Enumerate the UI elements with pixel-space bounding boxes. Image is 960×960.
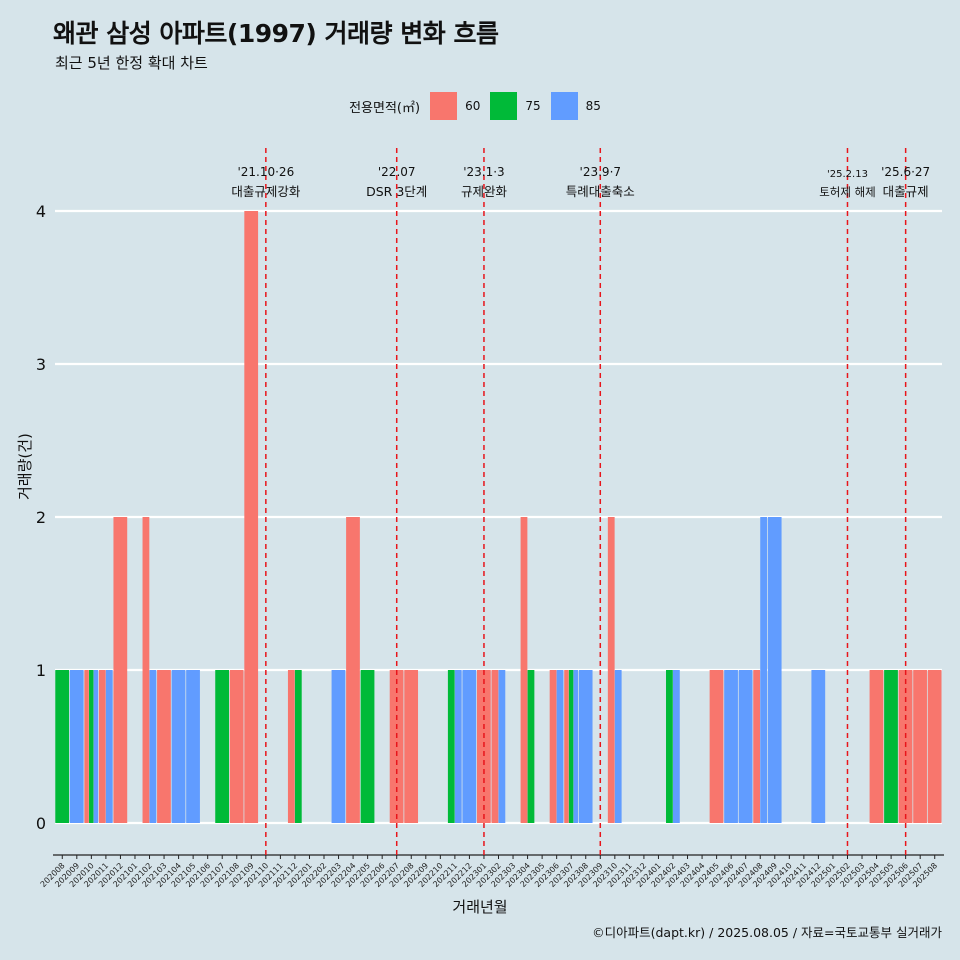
bar-202010-85	[93, 670, 99, 823]
bar-202308-85	[578, 670, 593, 823]
event-date-202506: '25.6·27	[881, 165, 930, 179]
bar-202212-85	[462, 670, 477, 823]
bar-202010-75	[89, 670, 94, 823]
event-label-202309: 특례대출축소	[566, 184, 635, 199]
bar-202112-75	[294, 670, 302, 823]
bar-202406-85	[724, 670, 738, 823]
bar-202408-60	[753, 670, 761, 823]
event-date-202309: '23.9·7	[580, 165, 621, 179]
bar-202102-85	[149, 670, 157, 823]
event-date-202502: '25.2.13	[827, 169, 868, 180]
x-axis-label: 거래년월	[452, 898, 508, 916]
bar-202307-85	[573, 670, 578, 823]
bar-202302-85	[498, 670, 506, 823]
bar-202102-60	[142, 517, 150, 823]
event-label-202110: 대출규제강화	[231, 184, 301, 199]
event-date-202110: '21.10·26	[237, 165, 294, 179]
bar-202204-60	[346, 517, 360, 823]
bar-202306-60	[549, 670, 557, 823]
legend-label-85: 85	[585, 99, 601, 113]
y-axis-label: 거래량(건)	[16, 433, 34, 500]
chart-title: 왜관 삼성 아파트(1997) 거래량 변화 흐름	[53, 19, 499, 48]
bar-202407-85	[738, 670, 753, 823]
bar-202409-85	[767, 517, 782, 823]
legend-label-75: 75	[525, 99, 541, 113]
event-label-202207: DSR 3단계	[366, 184, 427, 199]
bar-202402-85	[672, 670, 680, 823]
bar-202304-75	[527, 670, 535, 823]
bar-202112-60	[287, 670, 295, 823]
bar-202405-60	[709, 670, 724, 823]
bar-202408-85	[760, 517, 768, 823]
legend-title: 전용면적(㎡)	[349, 100, 421, 116]
y-tick-label: 3	[36, 355, 46, 374]
bar-202211-75	[447, 670, 455, 823]
bar-202508-60	[927, 670, 942, 823]
event-label-202506: 대출규제	[883, 184, 929, 199]
bar-202310-60	[607, 517, 615, 823]
bar-202307-60	[564, 670, 569, 823]
event-date-202301: '23.1·3	[463, 165, 504, 179]
bar-202304-60	[520, 517, 528, 823]
bar-202402-75	[666, 670, 673, 823]
bar-202009-85	[69, 670, 84, 823]
bar-202104-85	[171, 670, 186, 823]
legend-item-75: 75	[490, 92, 541, 120]
bar-202011-85	[105, 670, 113, 823]
chart-subtitle: 최근 5년 한정 확대 차트	[55, 54, 208, 72]
bar-202306-85	[556, 670, 564, 823]
legend-item-60: 60	[430, 92, 480, 120]
bar-202211-85	[454, 670, 462, 823]
bar-202103-60	[157, 670, 171, 823]
source-caption: ©디아파트(dapt.kr) / 2025.08.05 / 자료=국토교통부 실…	[592, 925, 942, 940]
event-label-202502: 토허제 해제	[819, 185, 876, 199]
bar-202507-60	[913, 670, 927, 823]
bar-202205-75	[360, 670, 375, 823]
legend-label-60: 60	[465, 99, 481, 113]
bar-202412-85	[811, 670, 826, 823]
bar-202302-60	[491, 670, 499, 823]
legend-swatch-85	[550, 92, 578, 120]
y-tick-label: 4	[36, 202, 46, 221]
bar-202008-75	[55, 670, 70, 823]
bar-202109-60	[244, 211, 259, 823]
bar-202310-85	[614, 670, 622, 823]
bar-202307-75	[568, 670, 574, 823]
bar-202012-60	[113, 517, 128, 823]
bar-202203-85	[331, 670, 346, 823]
bar-202208-60	[404, 670, 419, 823]
bar-202108-60	[229, 670, 244, 823]
bar-202107-75	[215, 670, 230, 823]
legend-swatch-75	[490, 92, 518, 120]
y-tick-label: 0	[36, 814, 46, 833]
y-tick-label: 1	[36, 661, 46, 680]
legend-swatch-60	[430, 92, 458, 120]
y-tick-label: 2	[36, 508, 46, 527]
event-date-202207: '22.07	[378, 165, 416, 179]
bar-202504-60	[869, 670, 884, 823]
bar-202010-60	[84, 670, 89, 823]
bar-202011-60	[98, 670, 106, 823]
bar-202505-75	[884, 670, 898, 823]
legend-item-85: 85	[550, 92, 601, 120]
event-label-202301: 규제완화	[461, 184, 508, 199]
bar-202105-85	[186, 670, 200, 823]
legend: 전용면적(㎡) 60 75 85	[0, 92, 960, 120]
